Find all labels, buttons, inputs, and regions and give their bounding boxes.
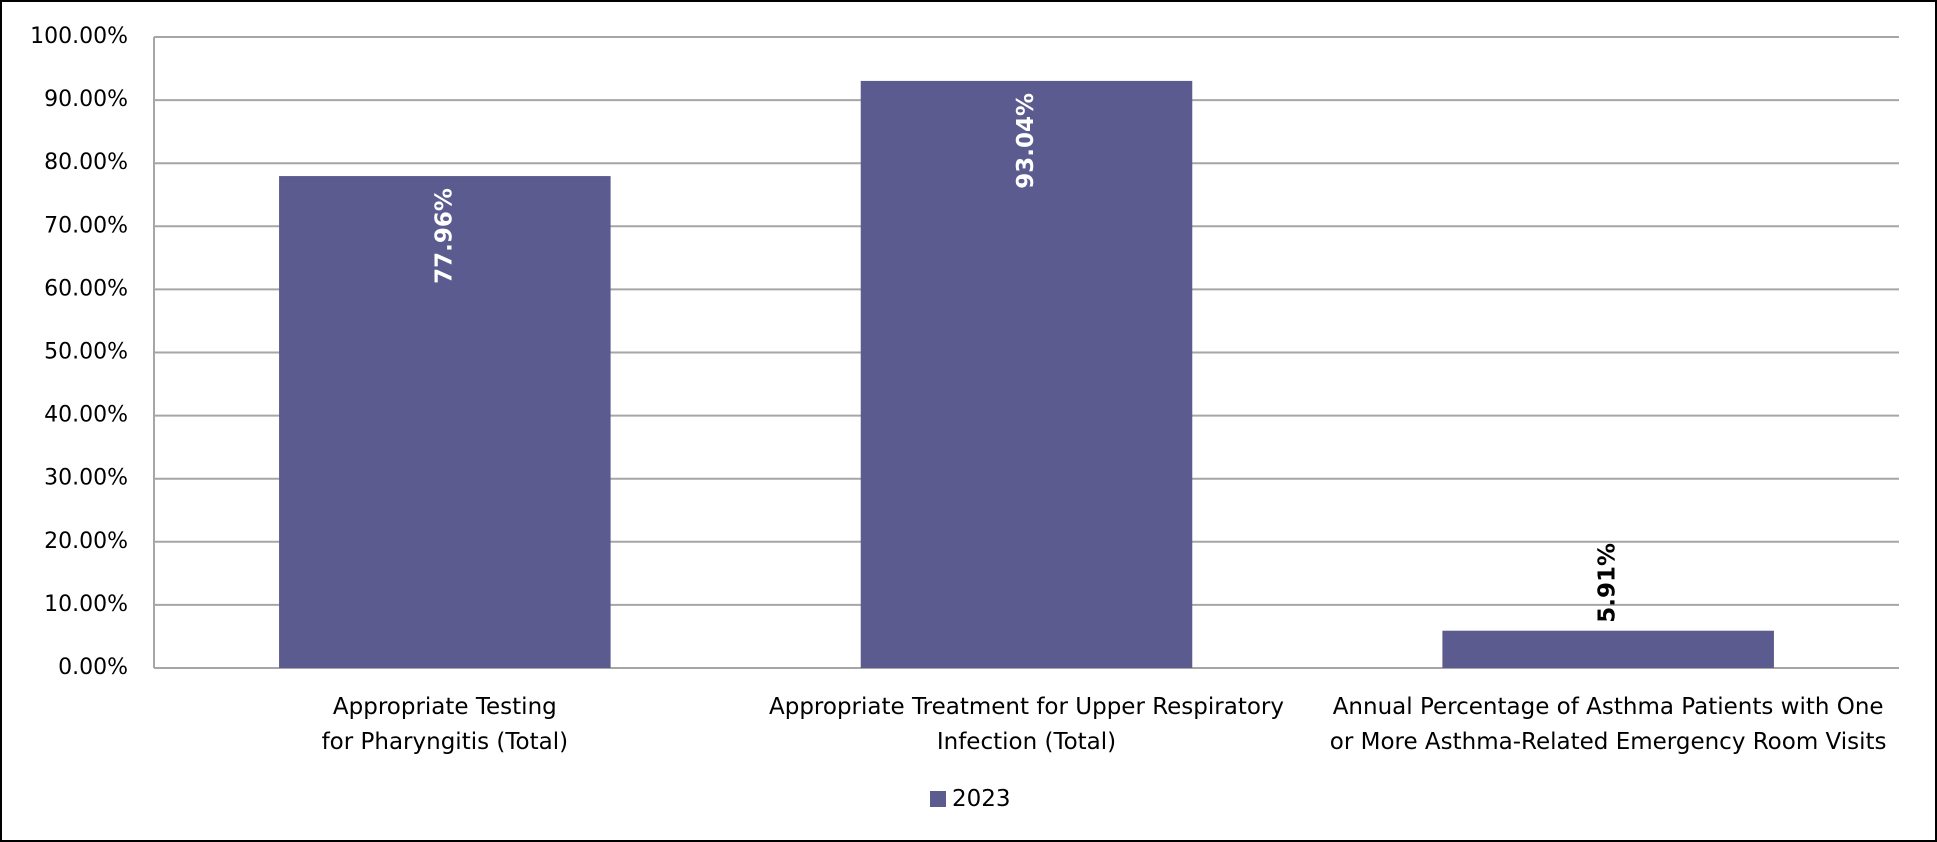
data-label: 5.91%	[1595, 543, 1621, 623]
bar	[279, 176, 611, 669]
y-tick-label: 70.00%	[44, 213, 128, 238]
y-tick-label: 30.00%	[44, 466, 128, 491]
bar	[860, 80, 1193, 668]
x-tick-label: Appropriate Treatment for Upper Respirat…	[769, 694, 1284, 755]
x-tick-label: Annual Percentage of Asthma Patients wit…	[1329, 694, 1887, 755]
x-tick-label: Appropriate Testing for Pharyngitis (Tot…	[321, 694, 569, 755]
data-label: 77.96%	[431, 188, 457, 284]
bar	[1442, 630, 1774, 668]
legend-label: 2023	[952, 786, 1011, 812]
y-tick-label: 90.00%	[44, 87, 128, 112]
y-tick-label: 10.00%	[44, 592, 128, 617]
legend-swatch	[930, 791, 946, 807]
y-tick-label: 80.00%	[44, 150, 128, 175]
y-tick-label: 40.00%	[44, 403, 128, 428]
y-tick-label: 0.00%	[58, 655, 128, 680]
y-tick-label: 100.00%	[30, 24, 128, 49]
y-tick-label: 20.00%	[44, 529, 128, 554]
data-label: 93.04%	[1013, 93, 1039, 189]
y-tick-label: 50.00%	[44, 340, 128, 365]
legend-item: 2023	[930, 786, 1011, 812]
y-tick-label: 60.00%	[44, 276, 128, 301]
